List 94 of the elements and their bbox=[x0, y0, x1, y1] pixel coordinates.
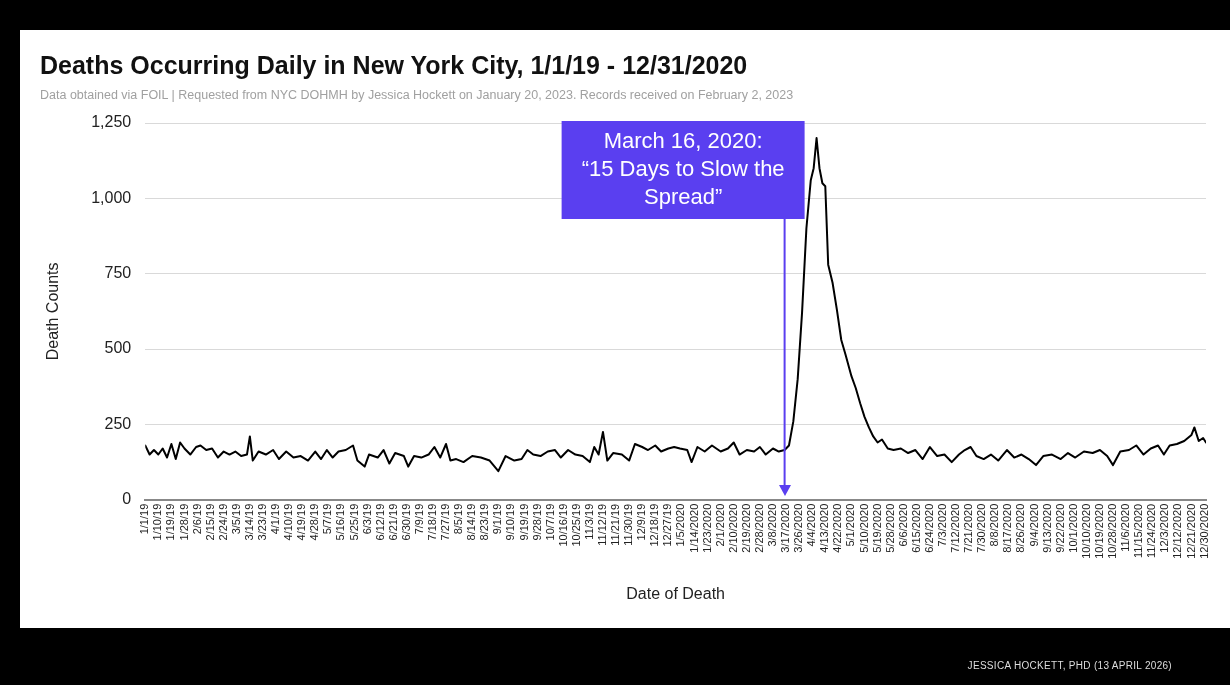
ref-line-label: March 16, 2020: “15 Days to Slow the Spread” bbox=[581, 128, 785, 210]
x-tick-label: 2/19/2020 bbox=[739, 503, 752, 553]
x-tick-label: 8/5/19 bbox=[452, 503, 465, 535]
x-tick-label: 5/25/19 bbox=[347, 503, 360, 541]
x-tick-label: 10/10/2020 bbox=[1079, 503, 1092, 559]
x-tick-label: 10/25/19 bbox=[569, 503, 582, 547]
x-tick-label: 12/3/2020 bbox=[1158, 503, 1171, 553]
chart-subtitle: Data obtained via FOIL | Requested from NYC DOHMH by Jessica Hockett on January 20, 2023. Records received on February 2, 2023 bbox=[40, 87, 794, 102]
x-tick-label: 4/10/19 bbox=[282, 503, 295, 541]
x-tick-label: 7/18/19 bbox=[425, 503, 438, 541]
x-tick-label: 9/10/19 bbox=[504, 503, 517, 541]
x-tick-label: 4/1/19 bbox=[269, 503, 282, 535]
x-tick-label: 2/15/19 bbox=[203, 503, 216, 541]
y-tick-label: 1,250 bbox=[91, 113, 132, 131]
x-tick-label: 12/9/19 bbox=[635, 503, 648, 541]
x-tick-label: 3/5/19 bbox=[229, 503, 242, 535]
x-tick-label: 2/6/19 bbox=[190, 503, 203, 535]
x-tick-label: 4/28/19 bbox=[308, 503, 321, 541]
x-tick-label: 3/8/2020 bbox=[766, 503, 779, 547]
x-axis-title: Date of Death bbox=[626, 584, 725, 602]
x-tick-label: 4/4/2020 bbox=[805, 503, 818, 547]
x-tick-label: 8/8/2020 bbox=[988, 503, 1001, 547]
x-tick-label: 11/30/19 bbox=[622, 503, 635, 546]
x-tick-label: 3/14/19 bbox=[242, 503, 255, 541]
x-tick-label: 12/27/19 bbox=[661, 503, 674, 547]
x-tick-label: 9/19/19 bbox=[517, 503, 530, 541]
x-tick-label: 8/17/2020 bbox=[1001, 503, 1014, 553]
x-tick-label: 10/7/19 bbox=[543, 503, 556, 541]
x-tick-label: 8/26/2020 bbox=[1014, 503, 1027, 553]
x-tick-label: 5/16/19 bbox=[334, 503, 347, 541]
x-tick-label: 6/30/19 bbox=[399, 503, 412, 541]
x-tick-label: 4/13/2020 bbox=[818, 503, 831, 553]
x-tick-label: 8/14/19 bbox=[465, 503, 478, 541]
x-tick-label: 12/12/2020 bbox=[1171, 503, 1184, 559]
x-tick-label: 2/28/2020 bbox=[752, 503, 765, 553]
y-tick-label: 500 bbox=[104, 339, 132, 357]
x-tick-label: 5/7/19 bbox=[321, 503, 334, 535]
x-tick-label: 9/1/19 bbox=[491, 503, 504, 535]
y-tick-label: 750 bbox=[104, 264, 132, 282]
x-tick-label: 10/28/2020 bbox=[1106, 503, 1119, 559]
x-tick-label: 6/21/19 bbox=[386, 503, 399, 541]
x-tick-label: 1/1/19 bbox=[138, 503, 151, 535]
x-tick-label: 3/17/2020 bbox=[779, 503, 792, 553]
x-tick-label: 9/13/2020 bbox=[1040, 503, 1053, 553]
x-tick-label: 1/5/2020 bbox=[674, 503, 687, 547]
x-tick-label: 1/19/19 bbox=[164, 503, 177, 541]
x-tick-label: 9/28/19 bbox=[530, 503, 543, 541]
x-tick-label: 2/10/2020 bbox=[726, 503, 739, 553]
x-tick-label: 11/21/19 bbox=[609, 503, 622, 546]
x-tick-label: 3/23/19 bbox=[255, 503, 268, 541]
x-tick-label: 7/21/2020 bbox=[962, 503, 975, 553]
x-tick-label: 11/6/2020 bbox=[1119, 503, 1132, 552]
y-tick-label: 250 bbox=[104, 414, 132, 432]
x-tick-label: 2/1/2020 bbox=[713, 503, 726, 547]
x-tick-label: 7/9/19 bbox=[412, 503, 425, 535]
x-tick-label: 11/3/19 bbox=[582, 503, 595, 540]
x-tick-label: 11/12/19 bbox=[596, 503, 608, 546]
text: JESSICA HOCKETT, PHD (13 APRIL 2026) bbox=[967, 660, 1172, 671]
x-tick-label: 5/1/2020 bbox=[844, 503, 857, 547]
x-tick-label: 7/3/2020 bbox=[936, 503, 949, 547]
x-tick-label: 6/3/19 bbox=[360, 503, 373, 535]
x-tick-label: 6/6/2020 bbox=[896, 503, 909, 547]
chart-title: Deaths Occurring Daily in New York City, 1/1/19 - 12/31/2020 bbox=[40, 50, 748, 79]
y-tick-label: 1,000 bbox=[91, 188, 132, 206]
x-tick-label: 6/15/2020 bbox=[909, 503, 922, 553]
y-axis-title: Death Counts bbox=[44, 262, 62, 361]
x-tick-label: 4/19/19 bbox=[295, 503, 308, 541]
x-tick-label: 6/24/2020 bbox=[922, 503, 935, 553]
x-tick-label: 10/19/2020 bbox=[1092, 503, 1105, 559]
x-tick-label: 9/22/2020 bbox=[1053, 503, 1066, 553]
x-tick-label: 10/1/2020 bbox=[1066, 503, 1079, 553]
x-tick-label: 9/4/2020 bbox=[1027, 503, 1040, 547]
x-tick-label: 12/18/19 bbox=[648, 503, 661, 547]
x-tick-label: 6/12/19 bbox=[373, 503, 386, 541]
x-tick-label: 5/28/2020 bbox=[883, 503, 896, 553]
x-tick-label: 1/23/2020 bbox=[700, 503, 713, 553]
x-tick-label: 3/26/2020 bbox=[792, 503, 805, 553]
x-tick-label: 1/10/19 bbox=[151, 503, 164, 541]
x-tick-label: 11/24/2020 bbox=[1145, 503, 1158, 558]
x-tick-label: 11/15/2020 bbox=[1132, 503, 1145, 558]
x-tick-label: 4/22/2020 bbox=[831, 503, 844, 553]
x-tick-label: 1/28/19 bbox=[177, 503, 190, 541]
x-tick-label: 12/30/2020 bbox=[1197, 503, 1210, 559]
x-tick-label: 5/19/2020 bbox=[870, 503, 883, 553]
x-tick-label: 5/10/2020 bbox=[857, 503, 870, 553]
x-tick-label: 7/12/2020 bbox=[949, 503, 962, 553]
x-tick-label: 12/21/2020 bbox=[1184, 503, 1197, 559]
y-tick-label: 0 bbox=[122, 490, 132, 508]
x-tick-label: 8/23/19 bbox=[478, 503, 491, 541]
x-tick-label: 2/24/19 bbox=[216, 503, 229, 541]
x-tick-label: 10/16/19 bbox=[556, 503, 569, 547]
x-tick-label: 1/14/2020 bbox=[687, 503, 700, 553]
x-tick-label: 7/30/2020 bbox=[975, 503, 988, 553]
x-tick-label: 7/27/19 bbox=[439, 503, 452, 541]
